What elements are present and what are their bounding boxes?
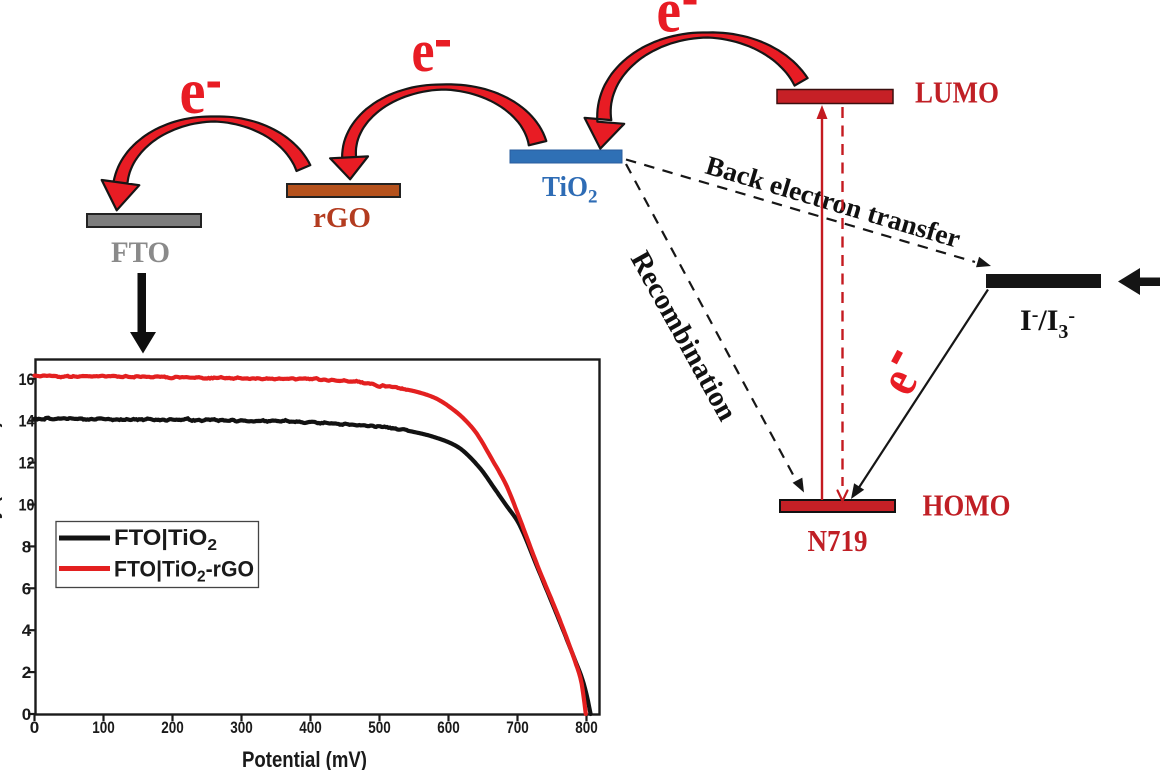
svg-text:300: 300 [230, 718, 253, 737]
svg-text:800: 800 [575, 718, 598, 737]
svg-text:0: 0 [22, 705, 31, 724]
svg-text:0: 0 [30, 718, 39, 737]
svg-text:14: 14 [19, 412, 35, 431]
svg-text:Current density (mA/cm²): Current density (mA/cm²) [0, 421, 3, 649]
svg-text:FTO: FTO [111, 236, 170, 269]
svg-text:rGO: rGO [313, 202, 371, 234]
svg-text:e: e [657, 0, 682, 46]
svg-text:6: 6 [22, 579, 31, 598]
svg-text:e: e [180, 55, 206, 128]
svg-text:e: e [412, 18, 435, 84]
svg-text:Potential (mV): Potential (mV) [242, 747, 367, 770]
svg-text:12: 12 [19, 454, 35, 473]
svg-text:HOMO: HOMO [923, 488, 1011, 523]
svg-text:2: 2 [22, 663, 31, 682]
svg-text:FTO|TiO2: FTO|TiO 2 [114, 525, 217, 554]
svg-text:400: 400 [299, 718, 322, 737]
svg-text:4: 4 [22, 621, 32, 640]
svg-text:FTO|TiO2-rGO: FTO|TiO2-rGO [114, 557, 254, 586]
svg-text:100: 100 [92, 718, 115, 737]
svg-text:500: 500 [368, 718, 391, 737]
svg-text:8: 8 [22, 537, 31, 556]
svg-text:N719: N719 [808, 523, 868, 558]
svg-text:200: 200 [161, 718, 184, 737]
svg-text:TiO2: TiO2 [542, 172, 598, 208]
svg-text:600: 600 [437, 718, 460, 737]
svg-text:16: 16 [19, 370, 35, 389]
svg-text:LUMO: LUMO [915, 75, 999, 110]
svg-text:10: 10 [19, 496, 35, 515]
svg-text:700: 700 [506, 718, 529, 737]
